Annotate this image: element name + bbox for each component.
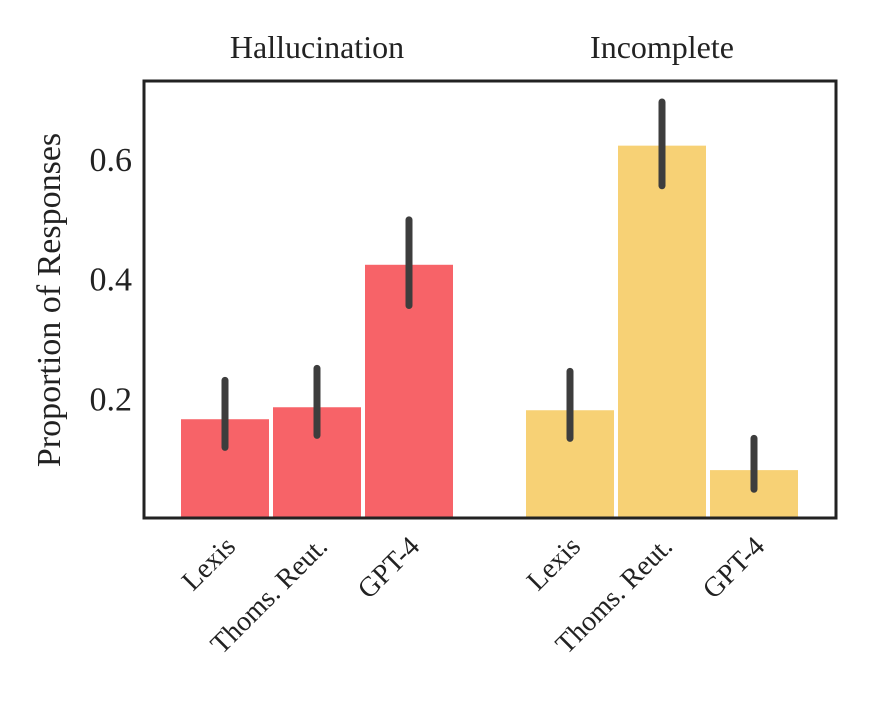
y-ticks-layer: 0.2 0.4 0.6 <box>90 142 133 418</box>
x-tick-label: GPT-4 <box>697 531 771 605</box>
error-bars-layer <box>221 98 758 493</box>
group-title: Incomplete <box>590 29 734 65</box>
x-tick-label: Lexis <box>521 531 587 597</box>
x-tick-label: GPT-4 <box>352 531 426 605</box>
y-tick-label: 0.4 <box>90 262 133 299</box>
x-tick-label: Lexis <box>176 531 242 597</box>
bars-layer <box>181 145 798 519</box>
bar <box>618 145 706 519</box>
plot-frame <box>142 79 838 520</box>
y-tick-label: 0.2 <box>90 381 133 418</box>
group-titles-layer: Hallucination Incomplete <box>230 29 734 65</box>
y-axis-label: Proportion of Responses <box>31 133 68 467</box>
group-title: Hallucination <box>230 29 404 65</box>
y-tick-label: 0.6 <box>90 142 133 179</box>
